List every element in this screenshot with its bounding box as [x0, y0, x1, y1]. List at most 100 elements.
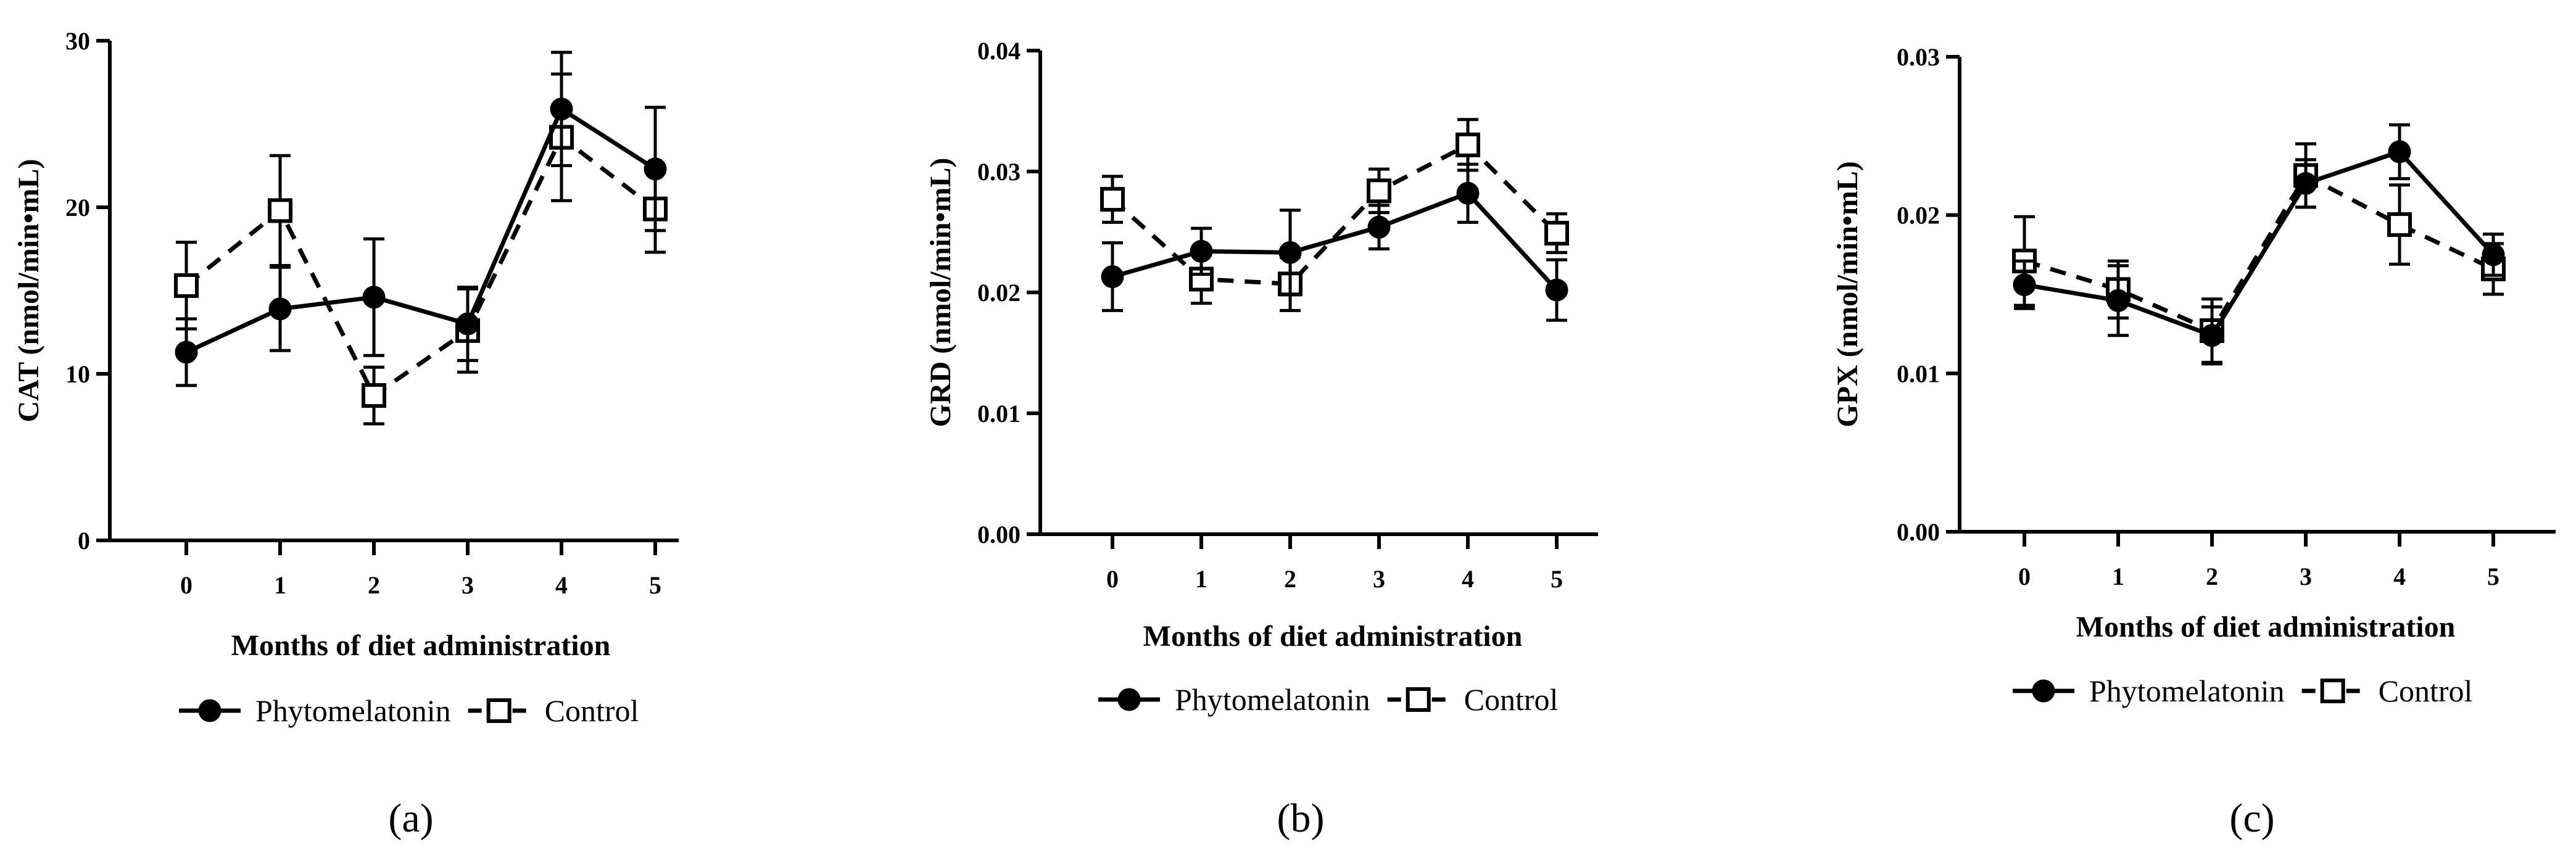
y-tick-label: 0.04 — [977, 37, 1021, 65]
x-tick-label: 1 — [1195, 565, 1207, 593]
x-tick-label: 4 — [555, 571, 568, 599]
x-tick-label: 0 — [180, 571, 193, 599]
series-line — [2024, 149, 2495, 338]
legend-marker — [2032, 679, 2055, 703]
x-tick-label: 5 — [2487, 563, 2499, 590]
x-tick-label: 4 — [1462, 565, 1474, 593]
data-point — [550, 97, 573, 121]
series-phytomelatonin — [175, 51, 667, 387]
legend-label: Control — [545, 693, 639, 728]
x-axis-title: Months of diet administration — [2076, 611, 2456, 643]
data-point — [1100, 187, 1125, 212]
legend-item-phytomelatonin: Phytomelatonin — [179, 693, 451, 728]
y-tick-label: 0.00 — [977, 521, 1021, 548]
y-tick-label: 0 — [78, 527, 90, 555]
x-tick-label: 4 — [2393, 563, 2406, 590]
data-point — [456, 312, 479, 336]
y-tick-label: 10 — [65, 360, 90, 388]
data-point — [1278, 241, 1302, 264]
data-point — [1544, 220, 1569, 246]
panel-label: (b) — [1277, 796, 1325, 841]
data-point — [2294, 171, 2317, 195]
series-line — [185, 107, 656, 355]
legend-label: Phytomelatonin — [255, 693, 451, 728]
x-tick-label: 0 — [1106, 565, 1119, 593]
panel-label: (a) — [388, 796, 433, 841]
series-control — [1100, 118, 1569, 312]
x-tick-label: 3 — [462, 571, 474, 599]
x-tick-label: 5 — [649, 571, 661, 599]
data-point — [1456, 181, 1480, 205]
legend: Phytomelatonin Control — [2013, 674, 2472, 708]
legend-item-control: Control — [1387, 682, 1559, 717]
data-point — [174, 273, 199, 298]
data-point — [1101, 265, 1124, 289]
y-tick-label: 0.02 — [1897, 202, 1940, 229]
data-point — [175, 341, 198, 364]
legend: Phytomelatonin Control — [1098, 682, 1558, 717]
x-tick-label: 3 — [1373, 565, 1385, 593]
series-phytomelatonin — [1101, 162, 1568, 322]
legend-label: Control — [1464, 682, 1559, 717]
data-point — [1367, 178, 1391, 204]
x-tick-label: 5 — [1551, 565, 1563, 593]
chart-panel-1: 0 10 20 30 0 1 2 3 4 5 CAT (nmol/min•mL) Months of … — [12, 27, 679, 841]
series-line — [184, 135, 657, 398]
data-point — [268, 297, 292, 321]
legend-label: Control — [2379, 674, 2473, 708]
data-point — [1367, 215, 1391, 239]
data-point — [362, 286, 386, 309]
legend-label: Phytomelatonin — [1175, 682, 1370, 717]
x-tick-label: 1 — [2112, 563, 2124, 590]
data-point — [2106, 289, 2130, 312]
panel-label: (c) — [2229, 796, 2274, 841]
series-line — [2023, 173, 2495, 333]
chart-panel-2: 0.00 0.01 0.02 0.03 0.04 0 1 2 3 4 5 GRD (nmol/min•… — [924, 37, 1598, 841]
x-tick-label: 2 — [368, 571, 380, 599]
data-point — [1190, 239, 1213, 263]
series-control — [2012, 142, 2506, 364]
legend-marker — [1406, 687, 1431, 712]
legend-label: Phytomelatonin — [2089, 674, 2285, 708]
legend-item-control: Control — [468, 693, 639, 728]
x-axis-title: Months of diet administration — [231, 629, 611, 662]
data-point — [644, 157, 667, 181]
y-tick-label: 0.01 — [977, 400, 1021, 428]
series-line — [1112, 191, 1559, 292]
y-tick-label: 20 — [65, 194, 90, 221]
data-point — [2387, 212, 2412, 238]
y-axis-title: GRD (nmol/min•mL) — [924, 158, 957, 428]
legend-item-control: Control — [2301, 674, 2473, 708]
data-point — [1545, 278, 1568, 302]
y-tick-label: 0.01 — [1897, 360, 1940, 387]
y-axis-title: GPX (nmol/min•mL) — [1831, 161, 1864, 427]
x-tick-label: 2 — [2206, 563, 2218, 590]
data-point — [2013, 273, 2036, 297]
series-line — [1111, 142, 1559, 286]
legend-marker — [2320, 679, 2345, 703]
data-point — [1456, 132, 1480, 157]
series-phytomelatonin — [2013, 123, 2505, 366]
data-point — [2482, 243, 2505, 266]
legend-marker — [1117, 688, 1141, 711]
data-point — [362, 383, 386, 408]
chart-panel-3: 0.00 0.01 0.02 0.03 0 1 2 3 4 5 GPX (nmol/min•mL) M… — [1831, 43, 2556, 841]
x-tick-label: 3 — [2300, 563, 2312, 590]
x-tick-label: 1 — [274, 571, 286, 599]
legend-item-phytomelatonin: Phytomelatonin — [2013, 674, 2285, 708]
y-tick-label: 0.02 — [977, 279, 1021, 307]
x-tick-label: 2 — [1284, 565, 1296, 593]
data-point — [268, 198, 292, 223]
y-axis-title: CAT (nmol/min•mL) — [12, 159, 45, 422]
data-point — [2388, 140, 2411, 163]
legend-marker — [486, 698, 511, 723]
data-point — [2200, 324, 2224, 347]
y-tick-label: 0.00 — [1897, 518, 1940, 546]
legend-item-phytomelatonin: Phytomelatonin — [1098, 682, 1370, 717]
x-tick-label: 0 — [2018, 563, 2031, 590]
y-tick-label: 0.03 — [1897, 43, 1940, 71]
legend-marker — [198, 699, 222, 722]
legend: Phytomelatonin Control — [179, 693, 639, 728]
y-tick-label: 30 — [65, 27, 90, 55]
